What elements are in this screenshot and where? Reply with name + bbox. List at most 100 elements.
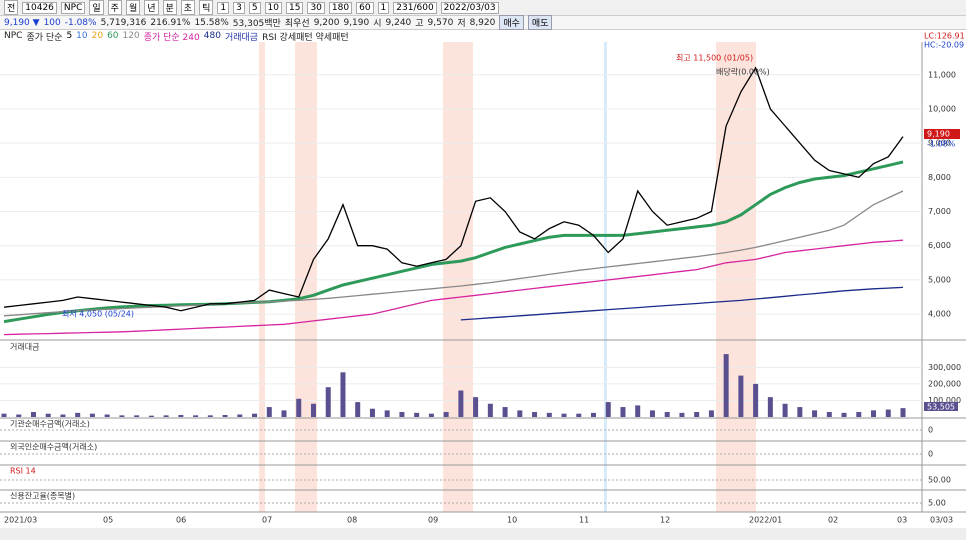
order-button[interactable]: 매수 bbox=[499, 15, 524, 30]
price-line bbox=[3, 190, 904, 317]
volume-bar bbox=[753, 383, 759, 417]
volume-bar bbox=[620, 407, 626, 417]
volume-last: 53,505 bbox=[927, 403, 955, 412]
signal-band bbox=[716, 42, 756, 512]
x-tick-label: 03 bbox=[897, 516, 907, 525]
last-change: -1.08% bbox=[927, 140, 956, 149]
toolbar-item: 30 bbox=[307, 1, 325, 14]
volume-bar bbox=[664, 412, 670, 417]
toolbar-item: 10 bbox=[264, 1, 282, 14]
volume-bar bbox=[738, 375, 744, 417]
volume-bar bbox=[812, 410, 818, 417]
quote-item: 9,240 bbox=[385, 17, 412, 28]
volume-bar bbox=[517, 410, 523, 417]
volume-bar bbox=[355, 402, 361, 417]
volume-bar bbox=[178, 415, 184, 417]
y-tick-label: 9,000 bbox=[928, 139, 951, 148]
volume-bar bbox=[148, 415, 154, 417]
volume-bar bbox=[296, 398, 302, 417]
volume-bar bbox=[900, 408, 906, 417]
volume-bar bbox=[222, 415, 228, 417]
panel-title: 거래대금 bbox=[10, 343, 39, 352]
volume-bar bbox=[767, 397, 773, 417]
annotation: 최고 11,500 (01/05) bbox=[676, 53, 753, 63]
quote-item: 저 bbox=[457, 19, 466, 29]
panel-title: 기관순매수금액(거래소) bbox=[10, 419, 90, 429]
legend-entry: 거래대금 bbox=[224, 32, 259, 43]
legend-entry: 종가 단순 bbox=[26, 32, 63, 43]
toolbar-item: 10426 bbox=[22, 1, 57, 14]
volume-bar bbox=[443, 412, 449, 417]
volume-bar bbox=[207, 415, 213, 417]
volume-bar bbox=[797, 407, 803, 417]
toolbar-item: 초 bbox=[180, 0, 196, 15]
y-tick-label: 100,000 bbox=[928, 396, 961, 405]
volume-bar bbox=[369, 408, 375, 417]
quote-item: 53,305백만 bbox=[232, 19, 281, 29]
legend-entry: 10 bbox=[76, 31, 88, 41]
last-price: 9,190 bbox=[927, 130, 950, 139]
volume-bar bbox=[502, 407, 508, 417]
quote-item: 5,719,316 bbox=[100, 17, 147, 28]
toolbar-item: 전 bbox=[4, 0, 19, 15]
volume-bar bbox=[252, 413, 258, 417]
x-tick-label: 07 bbox=[262, 516, 272, 525]
legend-entry: 120 bbox=[122, 31, 140, 41]
toolbar-item: 분 bbox=[162, 0, 177, 15]
x-end-label: 03/03 bbox=[930, 516, 953, 525]
legend-entry: 60 bbox=[107, 31, 119, 41]
volume-bar bbox=[546, 412, 552, 417]
y-tick-label: 6,000 bbox=[928, 241, 951, 250]
y-tick-label: 4,000 bbox=[928, 310, 951, 319]
toolbar-item: 3 bbox=[233, 1, 245, 14]
volume-bar bbox=[414, 412, 420, 417]
price-line bbox=[460, 286, 904, 321]
y-tick-label: 50.00 bbox=[928, 476, 951, 485]
quote-item: 8,920 bbox=[469, 17, 496, 28]
volume-bar bbox=[487, 403, 493, 417]
volume-bar bbox=[708, 410, 714, 417]
volume-bar bbox=[428, 413, 434, 417]
quote-bar: 9,190 ▼ 100 -1.08% 5,719,316 216.91% 15.58% 53… bbox=[0, 15, 966, 30]
price-line bbox=[3, 239, 904, 336]
volume-bar bbox=[134, 415, 140, 417]
volume-bar bbox=[281, 410, 287, 417]
volume-bar bbox=[723, 354, 729, 417]
order-button[interactable]: 매도 bbox=[527, 15, 553, 30]
volume-bar bbox=[591, 412, 597, 417]
volume-bar bbox=[89, 413, 95, 417]
toolbar-item: 틱 bbox=[199, 0, 214, 15]
y-tick-label: 11,000 bbox=[928, 70, 956, 79]
corner-label: HC:-20.09 bbox=[924, 41, 964, 50]
volume-bar bbox=[237, 414, 243, 417]
toolbar-item: 5 bbox=[248, 1, 261, 14]
y-tick-label: 0 bbox=[928, 450, 933, 459]
quote-item: -1.08% bbox=[64, 17, 97, 28]
y-tick-label: 200,000 bbox=[928, 379, 961, 388]
legend-entry: 480 bbox=[203, 31, 221, 41]
legend: NPC 종가 단순 5 10 20 60 120 종가 단순 240 480 거래대금 RSI 강세… bbox=[0, 30, 966, 43]
legend-entry: 5 bbox=[66, 31, 73, 41]
legend-entry: 20 bbox=[91, 31, 104, 41]
panel-title: RSI 14 bbox=[10, 467, 36, 476]
volume-bar bbox=[871, 410, 877, 417]
corner-label: LC:126.91 bbox=[924, 32, 965, 41]
annotation: 최저 4,050 (05/24) bbox=[62, 309, 134, 319]
volume-bar bbox=[576, 413, 582, 417]
legend-entry: NPC bbox=[4, 31, 23, 41]
volume-bar bbox=[16, 414, 22, 417]
x-tick-label: 2021/03 bbox=[4, 516, 37, 525]
quote-item: 9,200 bbox=[313, 17, 340, 28]
volume-bar bbox=[340, 372, 346, 417]
quote-item: 9,190 bbox=[343, 17, 370, 28]
toolbar-item: 180 bbox=[328, 1, 353, 14]
x-tick-label: 10 bbox=[507, 516, 517, 525]
scrollbar[interactable] bbox=[0, 528, 966, 540]
volume-bar bbox=[104, 414, 110, 417]
quote-item: 고 bbox=[415, 19, 424, 29]
volume-bar bbox=[60, 414, 66, 417]
price-line bbox=[3, 66, 904, 312]
volume-bar bbox=[841, 412, 847, 417]
volume-bar bbox=[310, 403, 316, 417]
